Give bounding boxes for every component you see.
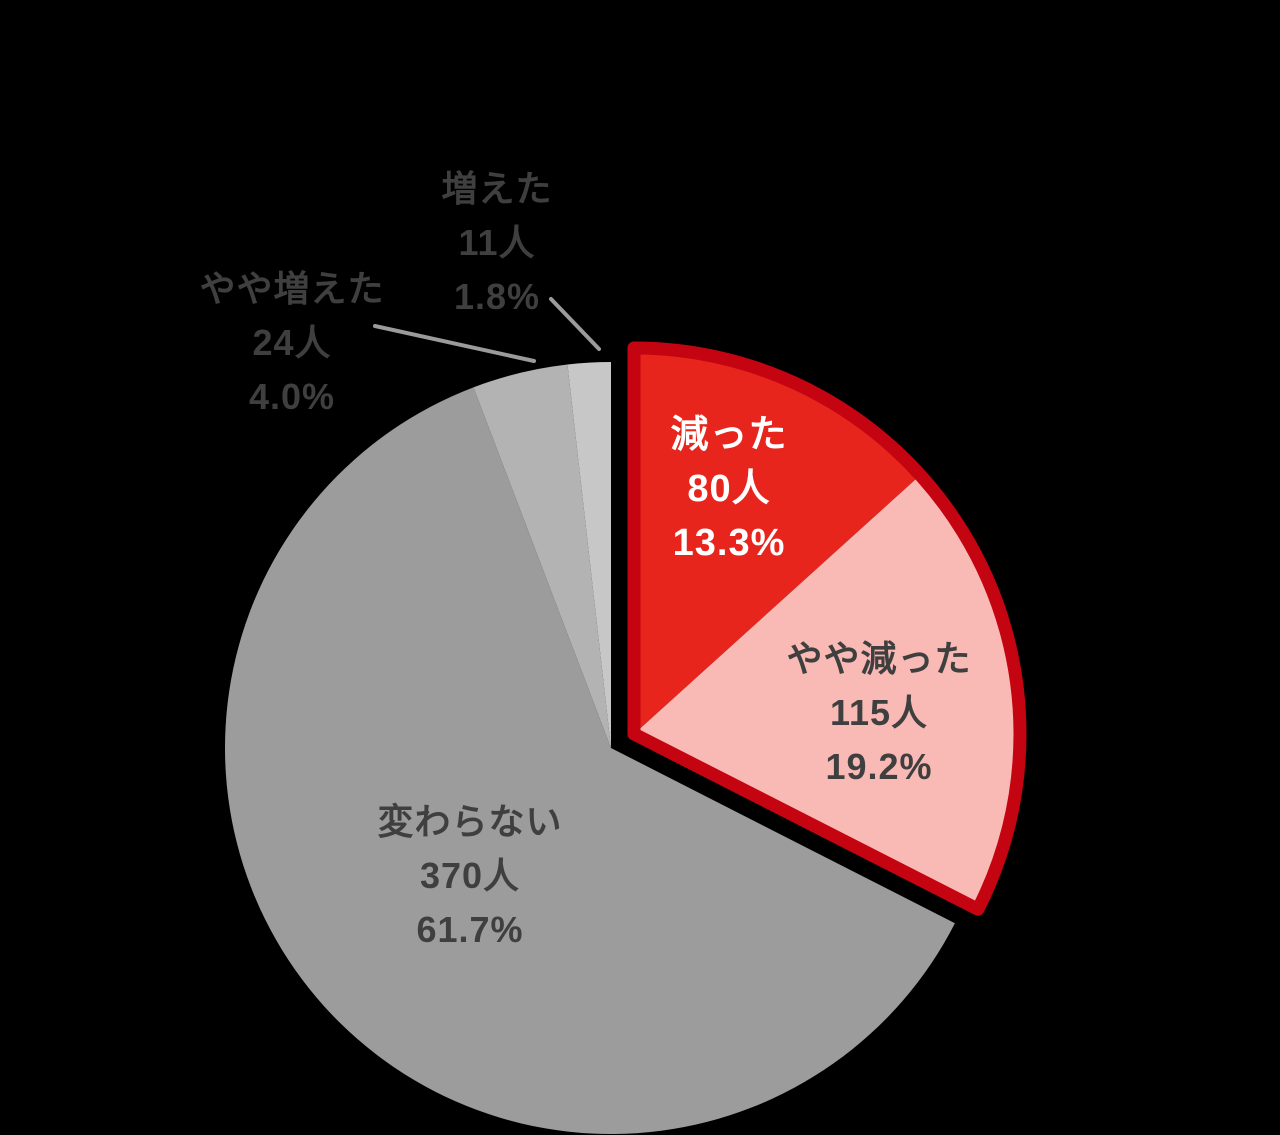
slice-count: 370人 bbox=[419, 855, 521, 896]
slice-label-hetta: 減った 80人 13.3% bbox=[559, 408, 899, 570]
slice-percent: 19.2% bbox=[825, 746, 933, 787]
slice-name: 増えた bbox=[441, 168, 553, 209]
pie-slice-2 bbox=[224, 387, 955, 1135]
slice-count: 115人 bbox=[829, 692, 929, 733]
pie-slice-1 bbox=[634, 475, 1020, 910]
slice-name: 変わらない bbox=[377, 801, 563, 842]
slice-label-yaya-fueta: やや増えた 24人 4.0% bbox=[122, 262, 462, 424]
leader-line-yaya-fueta bbox=[373, 324, 536, 363]
slice-percent: 4.0% bbox=[248, 376, 336, 417]
pie-slices-group bbox=[224, 341, 1027, 1135]
slice-name: やや増えた bbox=[199, 268, 385, 309]
pie-slice-4 bbox=[567, 362, 611, 748]
slice-label-yaya-hetta: やや減った 115人 19.2% bbox=[709, 632, 1049, 794]
slice-label-kawaranai: 変わらない 370人 61.7% bbox=[300, 795, 640, 957]
slice-name: やや減った bbox=[786, 638, 972, 679]
slice-count: 24人 bbox=[252, 322, 332, 363]
slice-name: 減った bbox=[670, 414, 788, 456]
leader-line-fueta bbox=[549, 297, 601, 351]
pie-slice-3 bbox=[473, 364, 611, 748]
exploded-group-outline bbox=[627, 341, 1027, 916]
slice-count: 11人 bbox=[458, 222, 536, 263]
slice-percent: 61.7% bbox=[416, 909, 524, 950]
slice-percent: 13.3% bbox=[672, 522, 786, 564]
slice-count: 80人 bbox=[687, 468, 771, 510]
slice-percent: 1.8% bbox=[453, 276, 541, 317]
slice-label-fueta: 増えた 11人 1.8% bbox=[327, 162, 667, 324]
pie-slice-0 bbox=[634, 348, 921, 734]
